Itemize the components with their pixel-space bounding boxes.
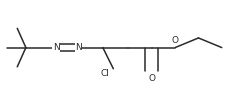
Text: N: N [75, 43, 82, 52]
Text: O: O [172, 36, 179, 45]
Text: Cl: Cl [101, 69, 110, 78]
Text: O: O [148, 74, 155, 83]
Text: N: N [53, 43, 59, 52]
